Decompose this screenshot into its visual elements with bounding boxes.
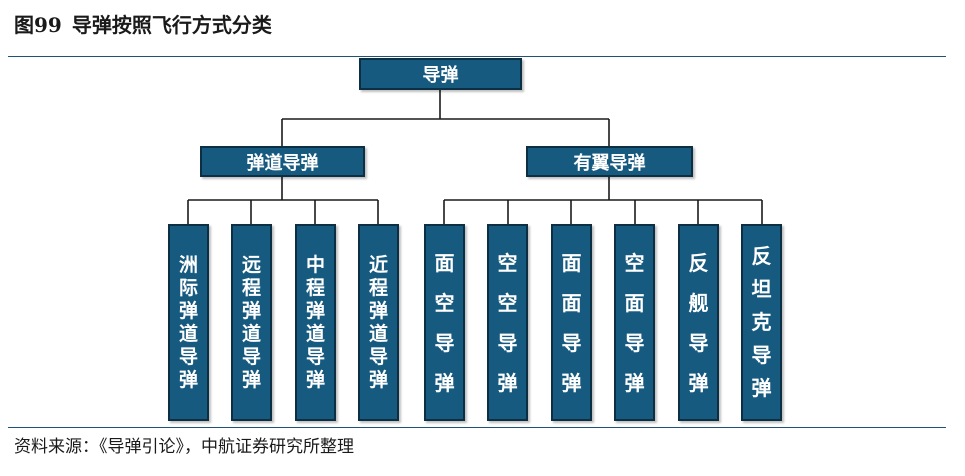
leaf-anti-ship: 反舰导弹 [678,224,719,421]
figure-number: 图99 [14,13,62,37]
bottom-rule [8,427,946,428]
leaf-surface-to-surface: 面面导弹 [551,224,592,421]
leaf-surface-to-air: 面空导弹 [424,224,465,421]
leaf-long-range-ballistic: 远程弹道导弹 [231,224,272,421]
leaf-medium-range-ballistic: 中程弹道导弹 [295,224,336,421]
figure-title-text: 导弹按照飞行方式分类 [71,13,272,37]
leaf-anti-tank: 反坦克导弹 [741,224,782,421]
ballistic-missile-node: 弹道导弹 [200,146,365,177]
leaf-air-to-surface: 空面导弹 [614,224,655,421]
source-note: 资料来源：《导弹引论》，中航证券研究所整理 [14,437,354,457]
leaf-air-to-air: 空空导弹 [487,224,528,421]
top-rule [8,56,946,57]
root-node: 导弹 [359,58,522,90]
leaf-icbm: 洲际弹道导弹 [168,224,209,421]
figure-title: 图99 导弹按照飞行方式分类 [14,8,272,42]
winged-missile-node: 有翼导弹 [526,146,693,177]
leaf-short-range-ballistic: 近程弹道导弹 [358,224,399,421]
